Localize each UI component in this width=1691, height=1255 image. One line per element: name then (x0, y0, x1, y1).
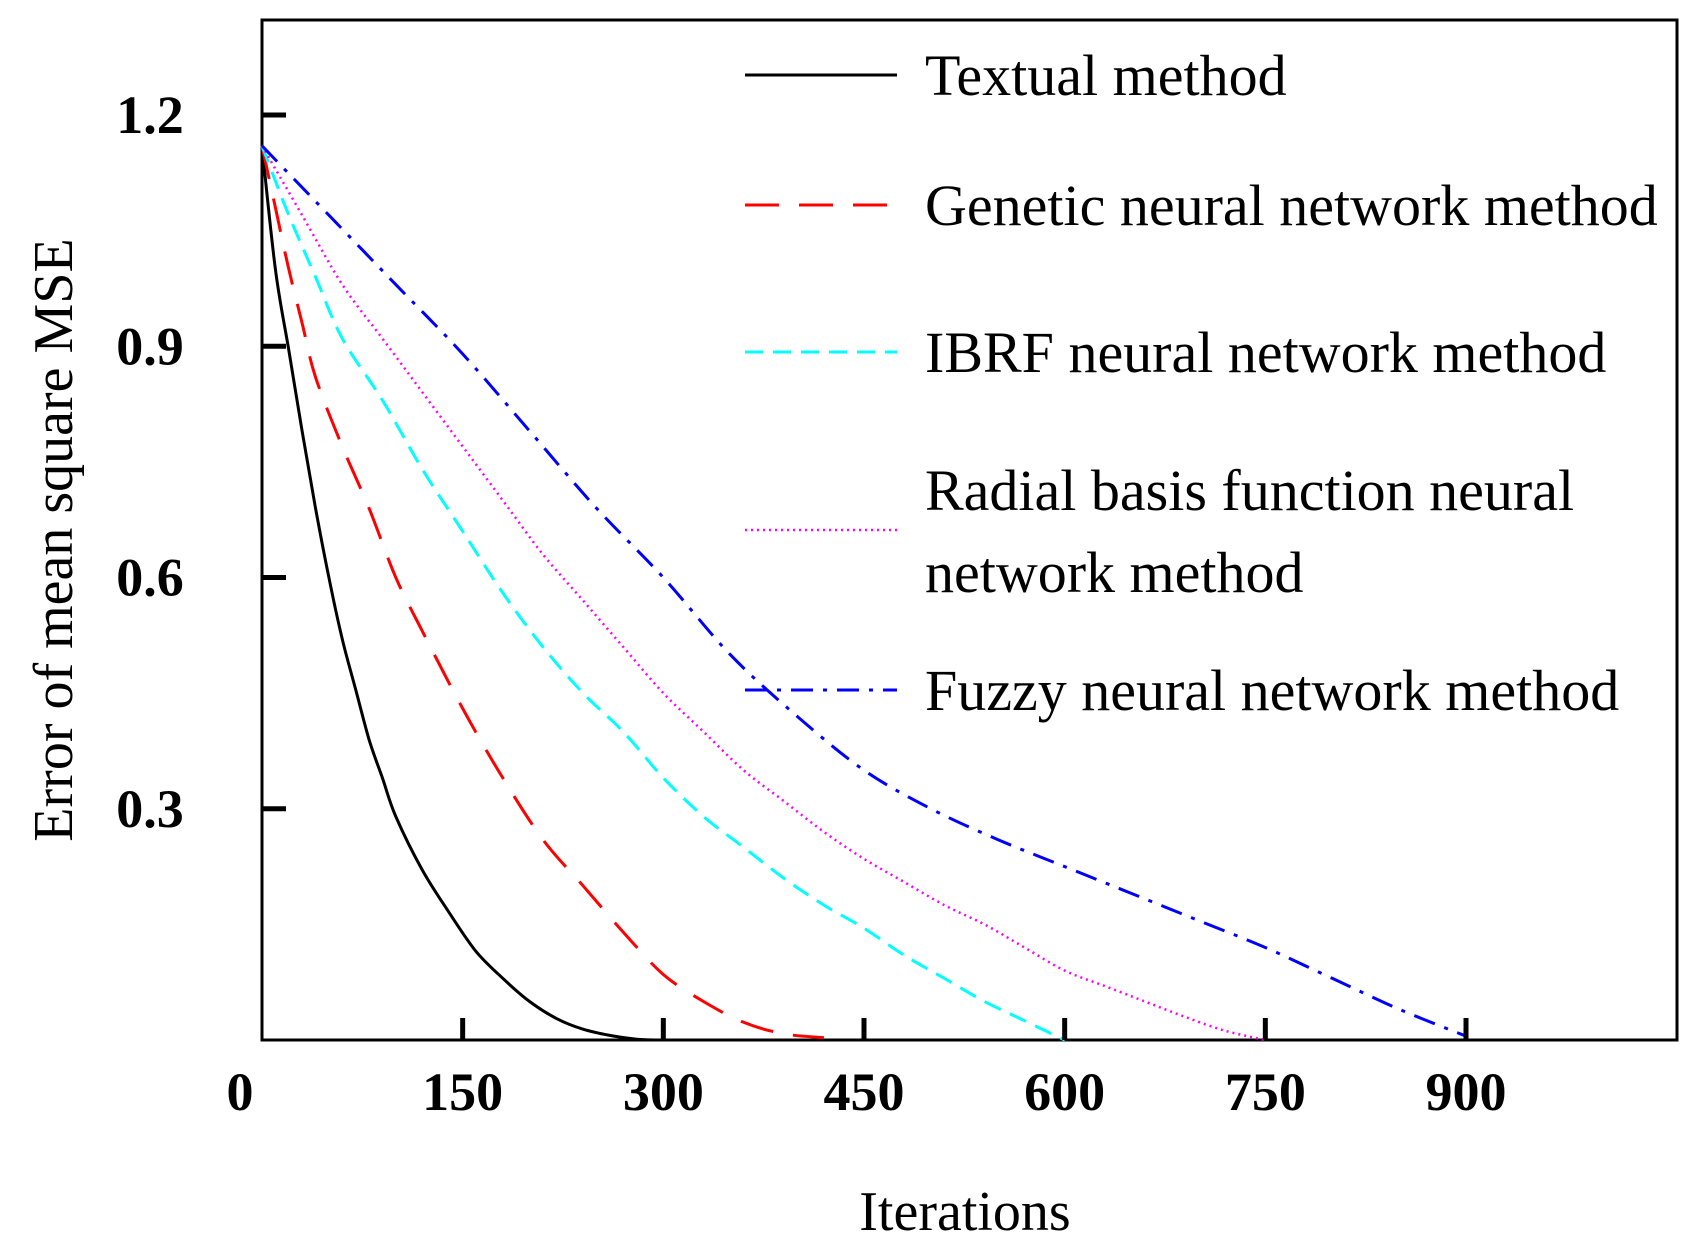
legend-label-4: Fuzzy neural network method (925, 658, 1619, 723)
x-tick-label: 150 (422, 1062, 503, 1122)
x-tick-label: 0 (227, 1062, 254, 1122)
series-line-4 (260, 144, 1467, 1038)
legend-label-2: IBRF neural network method (925, 320, 1606, 385)
legend-label-1: Genetic neural network method (925, 173, 1658, 238)
x-tick-label: 300 (623, 1062, 704, 1122)
axis-ticks: 0 150 300 450 600 750 900 0.3 0.6 0.9 1.2 (116, 85, 1506, 1122)
series-line-2 (260, 145, 1066, 1042)
chart-marks (260, 144, 1467, 1042)
x-axis-title: Iterations (859, 1181, 1070, 1243)
plot-frame (260, 18, 1679, 1042)
x-tick-label: 450 (824, 1062, 905, 1122)
y-tick-label: 0.6 (116, 548, 184, 608)
x-tick-label: 750 (1225, 1062, 1306, 1122)
y-tick-label: 0.3 (116, 779, 184, 839)
series-line-1 (260, 145, 825, 1040)
legend: Textual method Genetic neural network met… (745, 43, 1658, 723)
x-tick-label: 900 (1426, 1062, 1507, 1122)
series-line-0 (260, 145, 664, 1042)
x-tick-label: 600 (1024, 1062, 1105, 1122)
y-tick-label: 1.2 (116, 85, 184, 145)
y-axis-title: Error of mean square MSE (23, 238, 85, 841)
legend-label-3: network method (925, 540, 1304, 605)
y-tick-label: 0.9 (116, 316, 184, 376)
legend-label-3: Radial basis function neural (925, 458, 1574, 523)
legend-label-0: Textual method (925, 43, 1287, 108)
